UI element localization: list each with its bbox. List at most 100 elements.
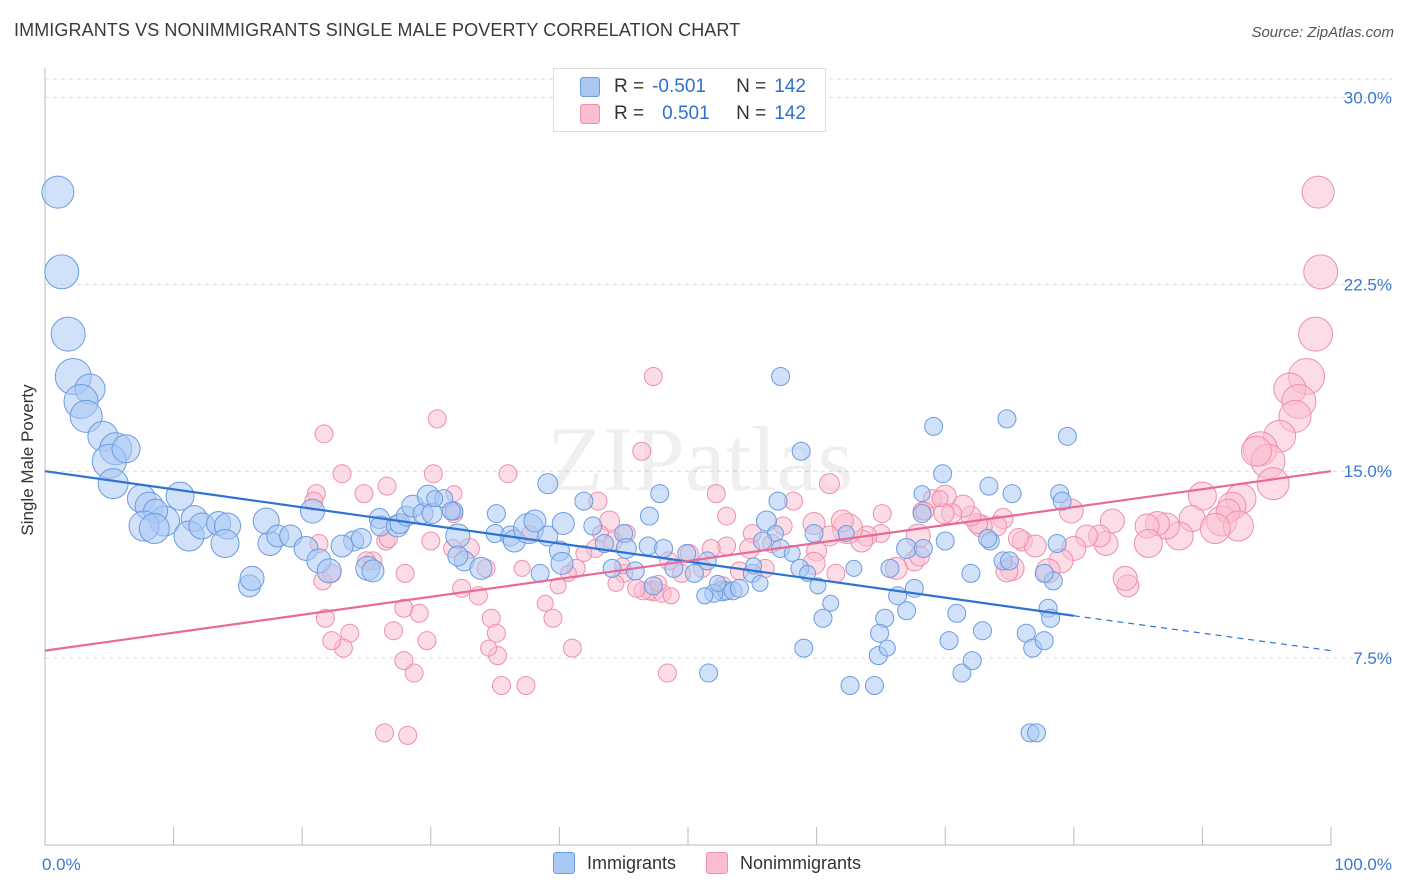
immigrants-point (878, 639, 896, 657)
nonimmigrants-point (480, 639, 498, 657)
immigrants-point (447, 545, 469, 567)
nonimmigrants-trend-line (44, 470, 1332, 652)
immigrants-point (997, 409, 1017, 429)
nonimmigrants-point (394, 598, 414, 618)
nonimmigrants-point (562, 638, 582, 658)
immigrants-point (709, 574, 727, 592)
immigrants-point (897, 601, 917, 621)
immigrants-point (441, 501, 461, 521)
legend-swatch-pink (580, 104, 600, 124)
immigrants-point (537, 473, 559, 495)
immigrants-point (523, 509, 547, 533)
nonimmigrants-point (498, 464, 518, 484)
nonimmigrants-swatch (706, 852, 729, 874)
immigrants-point (912, 504, 932, 524)
nonimmigrants-point (1301, 175, 1335, 209)
immigrants-point (696, 587, 714, 605)
immigrants-point (913, 485, 931, 503)
immigrants-point (1027, 723, 1047, 743)
nonimmigrants-point (1008, 527, 1030, 549)
nonimmigrants-point (394, 651, 414, 671)
nonimmigrants-point (375, 723, 395, 743)
immigrants-point (697, 551, 717, 571)
immigrants-point (794, 638, 814, 658)
nonimmigrants-point (404, 663, 424, 683)
immigrants-point (550, 551, 574, 575)
immigrants-point (650, 484, 670, 504)
immigrants-point (979, 476, 999, 496)
immigrants-point (299, 498, 325, 524)
immigrants-point (1057, 426, 1077, 446)
x-tick-label: 100.0% (1334, 855, 1392, 874)
immigrants-point (947, 603, 967, 623)
immigrants-point (864, 676, 884, 696)
immigrants-point (751, 574, 769, 592)
legend-n-label: N = (736, 76, 767, 97)
nonimmigrants-point (513, 559, 531, 577)
immigrants-point (684, 563, 704, 583)
immigrants-point (426, 490, 444, 508)
immigrants-point (615, 537, 637, 559)
nonimmigrants-point (1112, 565, 1138, 591)
source-label: Source: ZipAtlas.com (1251, 24, 1394, 41)
nonimmigrants-point (1240, 435, 1272, 467)
immigrants-point (594, 533, 614, 553)
nonimmigrants-point (516, 676, 536, 696)
correlation-legend: R = -0.501 N = 142 R = 0.501 N = 142 (553, 68, 826, 132)
nonimmigrants-point (322, 631, 342, 651)
immigrants-point (870, 623, 890, 643)
nonimmigrants-point (492, 676, 512, 696)
immigrants-point (935, 531, 955, 551)
nonimmigrants-point (826, 563, 846, 583)
nonimmigrants-point (662, 587, 680, 605)
nonimmigrants-point (575, 544, 593, 562)
chart-title: IMMIGRANTS VS NONIMMIGRANTS SINGLE MALE … (14, 20, 741, 40)
immigrants-point (699, 663, 719, 683)
immigrants-point (939, 631, 959, 651)
nonimmigrants-point (931, 490, 949, 508)
nonimmigrants-point (706, 484, 726, 504)
immigrants-point (1034, 631, 1054, 651)
immigrants-point (239, 565, 265, 591)
x-tick-label: 0.0% (42, 855, 81, 874)
legend-r-value: 0.501 (662, 103, 710, 124)
nonimmigrants-point (421, 531, 441, 551)
nonimmigrants-point (1199, 513, 1231, 545)
legend-r-value: -0.501 (652, 76, 706, 97)
immigrants-point (924, 416, 944, 436)
nonimmigrants-point (315, 608, 335, 628)
tick-labels: 7.5% 15.0% 22.5% 30.0% 0.0% 100.0% (42, 88, 1392, 874)
nonimmigrants-point (384, 621, 404, 641)
legend-r-label: R = (614, 76, 645, 97)
nonimmigrants-point (818, 473, 840, 495)
nonimmigrants-point (314, 424, 334, 444)
legend-row-nonimmigrants: R = 0.501 N = 142 (580, 101, 806, 127)
immigrants-point (845, 559, 863, 577)
nonimmigrants-label: Nonimmigrants (740, 852, 862, 873)
y-tick-label: 15.0% (1344, 462, 1392, 481)
legend-item-nonimmigrants: Nonimmigrants (706, 852, 861, 874)
nonimmigrants-point (1303, 254, 1339, 290)
nonimmigrants-point (427, 409, 447, 429)
y-tick-label: 22.5% (1344, 275, 1392, 294)
immigrants-point (1002, 484, 1022, 504)
immigrants-point (753, 531, 773, 551)
nonimmigrants-point (1256, 467, 1290, 501)
immigrants-point (1000, 551, 1019, 571)
immigrants-point (210, 528, 240, 558)
legend-n-label: N = (736, 103, 767, 124)
immigrants-point (316, 558, 342, 584)
immigrants-point (1047, 533, 1067, 553)
immigrants-point (41, 175, 75, 209)
legend-n-value: 142 (774, 76, 806, 97)
immigrants-point (813, 608, 833, 628)
series-legend: Immigrants Nonimmigrants (553, 852, 891, 874)
immigrants-point (111, 434, 141, 464)
immigrants-point (952, 663, 972, 683)
y-axis-label: Single Male Poverty (18, 384, 37, 536)
immigrants-point (804, 524, 824, 544)
nonimmigrants-point (607, 574, 625, 592)
nonimmigrants-point (717, 506, 737, 526)
immigrants-point (933, 464, 953, 484)
